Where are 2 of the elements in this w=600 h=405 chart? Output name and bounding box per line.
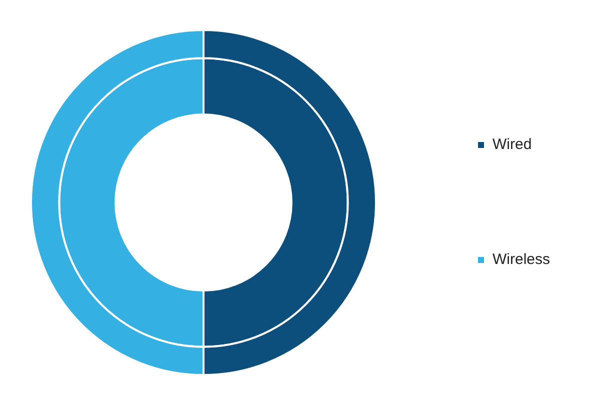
legend-label: Wireless xyxy=(492,251,550,268)
legend-label: Wired xyxy=(492,136,532,154)
